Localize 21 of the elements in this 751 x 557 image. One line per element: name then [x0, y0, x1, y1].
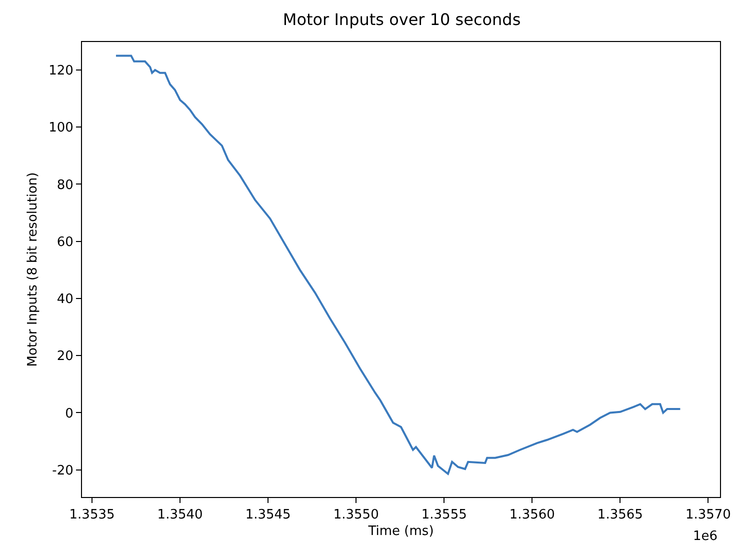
y-tick-label: 20	[56, 349, 74, 364]
x-tick-label: 1.3555	[421, 508, 467, 523]
text: 1e6	[693, 529, 718, 544]
line-series	[114, 54, 682, 475]
x-tick-label: 1.3570	[685, 508, 731, 523]
x-tick-label: 1.3540	[157, 508, 203, 523]
x-tick-label: 1.3550	[333, 508, 379, 523]
y-tick-label: 60	[56, 234, 74, 250]
y-tick-label: 120	[48, 64, 74, 79]
x-tick-label: 1.3565	[597, 508, 643, 523]
y-tick-label: 40	[56, 292, 74, 308]
x-tick-label: 1.3535	[69, 508, 115, 523]
y-tick-label: 100	[48, 120, 74, 136]
x-tick-label: 1.3560	[509, 508, 555, 523]
y-tick-label: -20	[52, 463, 74, 478]
x-tick-label: 1.3545	[245, 508, 291, 523]
chart-title: Motor Inputs over 10 seconds	[282, 10, 521, 30]
y-tick-label: 80	[56, 178, 74, 193]
x-axis-title: Time (ms)	[367, 524, 434, 540]
y-axis-title: Motor Inputs (8 bit resolution)	[26, 172, 41, 367]
y-tick-label: 0	[65, 406, 74, 422]
